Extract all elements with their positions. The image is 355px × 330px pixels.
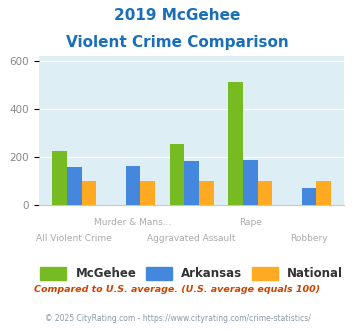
Bar [67, 168, 82, 205]
Text: All Violent Crime: All Violent Crime [37, 234, 112, 243]
Bar [199, 181, 214, 205]
Text: Murder & Mans...: Murder & Mans... [94, 218, 172, 227]
Bar [316, 181, 331, 205]
Legend: McGehee, Arkansas, National: McGehee, Arkansas, National [40, 267, 343, 280]
Bar [184, 161, 199, 205]
Bar [258, 181, 272, 205]
Bar [140, 181, 155, 205]
Bar [228, 82, 243, 205]
Text: Rape: Rape [239, 218, 262, 227]
Text: Robbery: Robbery [290, 234, 328, 243]
Text: Aggravated Assault: Aggravated Assault [147, 234, 236, 243]
Bar [170, 144, 184, 205]
Text: Violent Crime Comparison: Violent Crime Comparison [66, 35, 289, 50]
Bar [302, 188, 316, 205]
Bar [126, 166, 140, 205]
Bar [243, 160, 258, 205]
Text: Compared to U.S. average. (U.S. average equals 100): Compared to U.S. average. (U.S. average … [34, 285, 321, 294]
Bar [82, 181, 96, 205]
Bar [52, 151, 67, 205]
Text: 2019 McGehee: 2019 McGehee [114, 8, 241, 23]
Text: © 2025 CityRating.com - https://www.cityrating.com/crime-statistics/: © 2025 CityRating.com - https://www.city… [45, 314, 310, 323]
